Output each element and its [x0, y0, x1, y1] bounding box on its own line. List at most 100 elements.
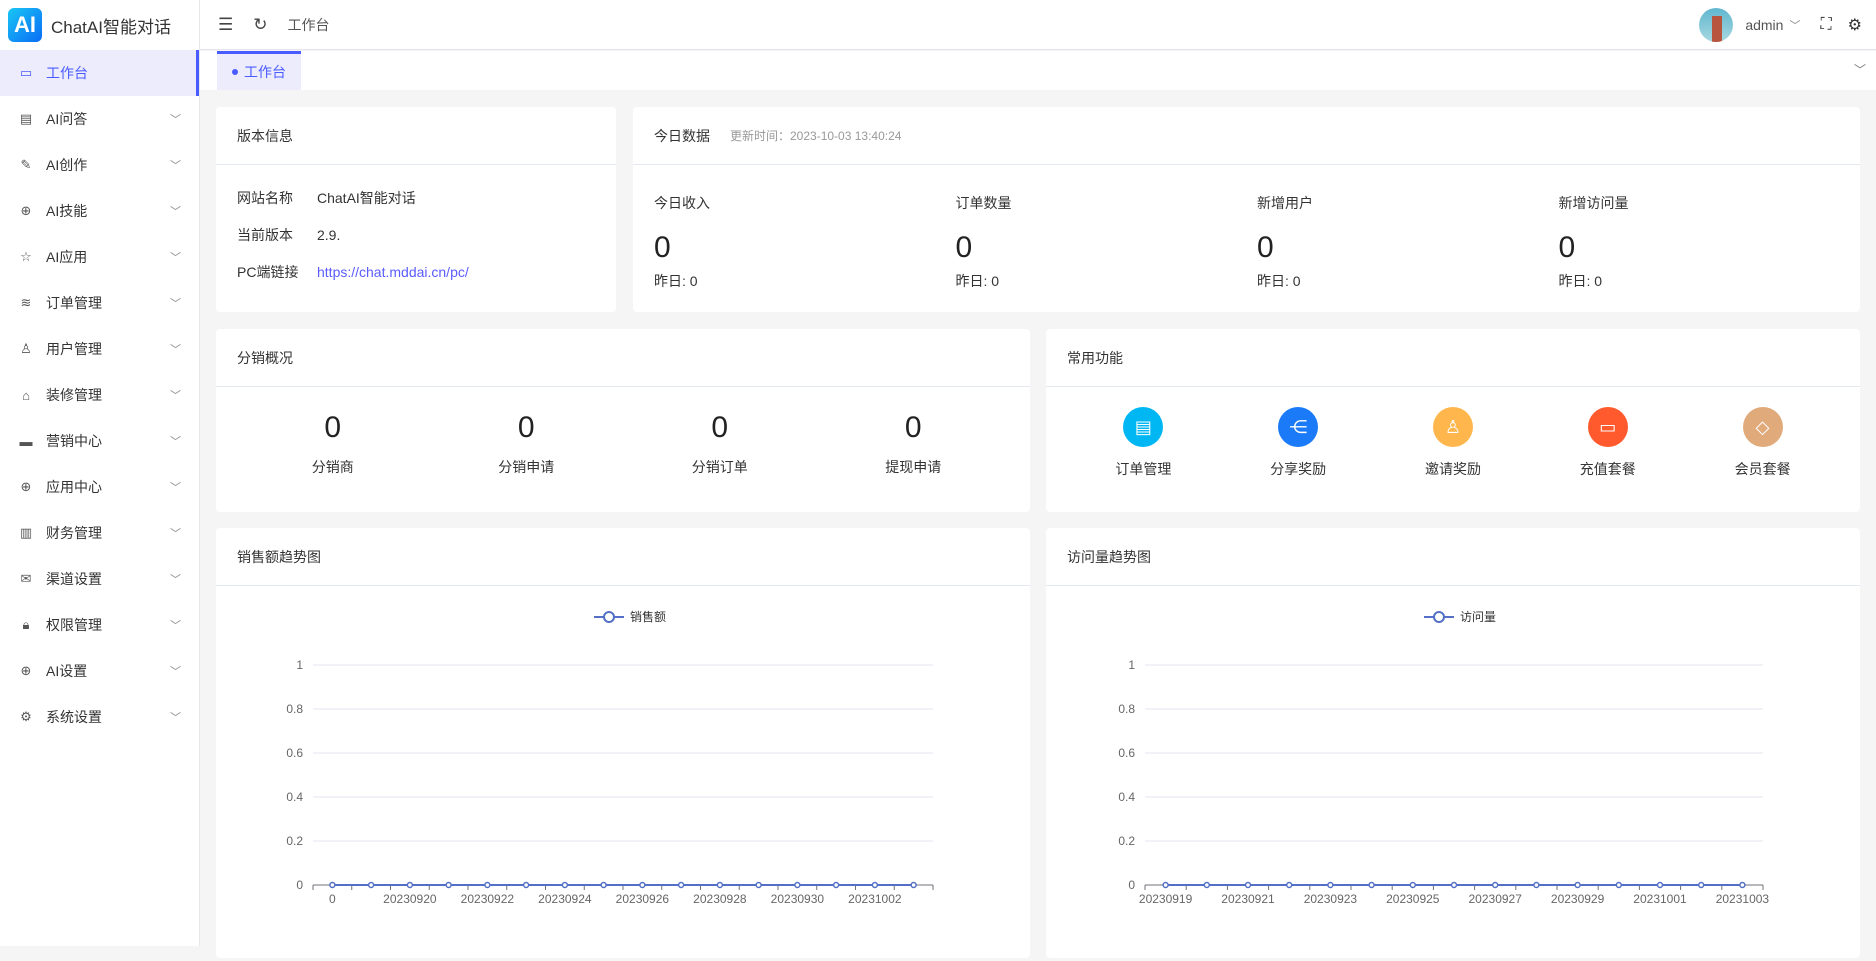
collapse-menu-icon[interactable]: ☰: [218, 14, 234, 34]
sidebar-item-label: 订单管理: [46, 295, 102, 311]
function-shortcut[interactable]: ♙ 邀请奖励: [1376, 387, 1531, 479]
distribution-value: 0: [517, 411, 535, 444]
sales-chart: 销售额 0 0.2 0.4 0.6 0.8 1 0 20230920 20230922 202309…: [286, 609, 934, 906]
data-point: [832, 881, 840, 889]
star-icon: ☆: [20, 249, 32, 264]
data-point: [639, 881, 646, 889]
avatar[interactable]: [1699, 8, 1734, 42]
x-tick-label: 20230919: [1139, 892, 1193, 906]
sidebar-item[interactable]: ▭ 工作台: [0, 50, 199, 96]
message-icon: ▤: [19, 111, 33, 126]
data-point: [871, 881, 879, 889]
distribution-item[interactable]: 0 提现申请: [817, 387, 1011, 477]
function-label: 充值套餐: [1579, 461, 1636, 477]
sidebar-item[interactable]: ⌂ 装修管理 ﹀: [0, 372, 199, 418]
stat-label: 订单数量: [955, 195, 1012, 211]
pc-link[interactable]: https://chat.mddai.cn/pc/: [317, 264, 469, 280]
card-title: 销售额趋势图: [216, 528, 1030, 586]
card-title: 今日数据: [654, 127, 710, 144]
distribution-row: 0 分销商 0 分销申请 0 分销订单 0 提现申请: [216, 387, 1030, 477]
sidebar-item-label: 营销中心: [46, 433, 102, 449]
y-tick-label: 0.2: [286, 834, 303, 848]
tab-workbench[interactable]: 工作台: [217, 51, 301, 90]
chevron-down-icon: ﹀: [170, 390, 181, 402]
x-tick-label: 0: [329, 892, 336, 906]
sidebar-item[interactable]: ▥ 财务管理 ﹀: [0, 510, 199, 556]
distribution-item[interactable]: 0 分销申请: [430, 387, 624, 477]
sidebar-item[interactable]: ☆ AI应用 ﹀: [0, 234, 199, 280]
x-tick-label: 20230930: [771, 892, 825, 906]
legend-marker: [603, 611, 615, 623]
distribution-label: 分销订单: [691, 459, 748, 475]
x-tick-label: 20231001: [1633, 892, 1687, 906]
visits-chart: 访问量 0 0.2 0.4 0.6 0.8 1 20230919 20230921 2023092…: [1118, 610, 1769, 906]
sidebar-item[interactable]: ⚙ 系统设置 ﹀: [0, 694, 199, 740]
breadcrumb: 工作台: [287, 16, 330, 33]
sidebar-item[interactable]: ▤ AI问答 ﹀: [0, 96, 199, 142]
y-tick-label: 0.4: [1118, 790, 1135, 804]
stat-item: 新增访问量 0 昨日: 0: [1559, 165, 1861, 291]
distribution-label: 提现申请: [885, 459, 942, 475]
logo[interactable]: AI ChatAI智能对话: [0, 0, 199, 50]
sidebar-item[interactable]: ✎ AI创作 ﹀: [0, 142, 199, 188]
stat-value: 0: [955, 231, 973, 264]
crosshair-icon: ⊕: [20, 203, 32, 218]
x-tick-label: 20230929: [1551, 892, 1605, 906]
sidebar-item[interactable]: 🔒︎ 权限管理 ﹀: [0, 602, 199, 648]
chevron-down-icon: ﹀: [170, 344, 181, 356]
data-point: [600, 881, 607, 889]
data-point: [677, 881, 685, 889]
pen-icon: ✎: [20, 157, 32, 172]
info-label: PC端链接: [237, 264, 299, 280]
data-point: [1450, 881, 1458, 889]
sidebar-item[interactable]: ✉ 渠道设置 ﹀: [0, 556, 199, 602]
chart-icon: ▥: [19, 525, 33, 540]
distribution-label: 分销商: [311, 459, 354, 475]
chevron-down-icon: ﹀: [170, 298, 181, 310]
function-shortcut[interactable]: ◇ 会员套餐: [1685, 387, 1840, 479]
sidebar-item-label: 权限管理: [46, 617, 102, 633]
chevron-down-icon[interactable]: ﹀: [1853, 63, 1866, 77]
distribution-item[interactable]: 0 分销订单: [623, 387, 817, 477]
sidebar-item[interactable]: ⊕ AI设置 ﹀: [0, 648, 199, 694]
mail-icon: ✉: [20, 571, 32, 586]
chevron-down-icon[interactable]: ﹀: [1789, 20, 1801, 32]
refresh-icon[interactable]: ↻: [253, 14, 268, 34]
x-tick-label: 20230921: [1221, 892, 1275, 906]
y-tick-label: 0: [1128, 878, 1135, 892]
data-point: [794, 881, 801, 889]
data-point: [755, 881, 762, 889]
y-tick-label: 0.2: [1118, 834, 1135, 848]
invite-user-icon: ♙: [1432, 407, 1473, 447]
function-shortcut[interactable]: ▤ 订单管理: [1066, 387, 1221, 479]
function-label: 会员套餐: [1734, 461, 1791, 477]
sidebar-item-label: 装修管理: [46, 387, 102, 403]
sidebar-item[interactable]: ≋ 订单管理 ﹀: [0, 280, 199, 326]
distribution-value: 0: [904, 411, 922, 444]
sidebar-item[interactable]: ⊕ 应用中心 ﹀: [0, 464, 199, 510]
version-card: 版本信息 网站名称 ChatAI智能对话 当前版本 2.9. PC端链接 https:…: [216, 107, 616, 312]
card-title: 访问量趋势图: [1046, 528, 1860, 586]
data-point: [445, 881, 452, 889]
site-name: ChatAI智能对话: [317, 190, 416, 206]
function-shortcut[interactable]: ▭ 充值套餐: [1530, 387, 1685, 479]
fullscreen-icon[interactable]: ⛶: [1820, 16, 1832, 33]
sidebar-item[interactable]: ♙ 用户管理 ﹀: [0, 326, 199, 372]
user-menu[interactable]: admin: [1745, 17, 1784, 33]
sidebar-item-label: 工作台: [46, 65, 88, 81]
data-point: [484, 881, 491, 889]
function-shortcut[interactable]: ⋲ 分享奖励: [1221, 387, 1376, 479]
x-tick-label: 20231002: [848, 892, 902, 906]
crosshair-icon: ⊕: [20, 479, 32, 494]
sidebar-item-label: 用户管理: [46, 341, 102, 357]
y-tick-label: 0.6: [1118, 746, 1135, 760]
y-tick-label: 0.6: [286, 746, 303, 760]
sidebar-item[interactable]: ⊕ AI技能 ﹀: [0, 188, 199, 234]
gear-icon[interactable]: ⚙: [1847, 17, 1862, 34]
data-point: [1203, 881, 1211, 889]
distribution-item[interactable]: 0 分销商: [236, 387, 430, 477]
chevron-down-icon: ﹀: [170, 114, 181, 126]
sidebar-item-label: AI技能: [46, 203, 88, 219]
stat-value: 0: [1257, 231, 1274, 264]
sidebar-item[interactable]: ▬ 营销中心 ﹀: [0, 418, 199, 464]
